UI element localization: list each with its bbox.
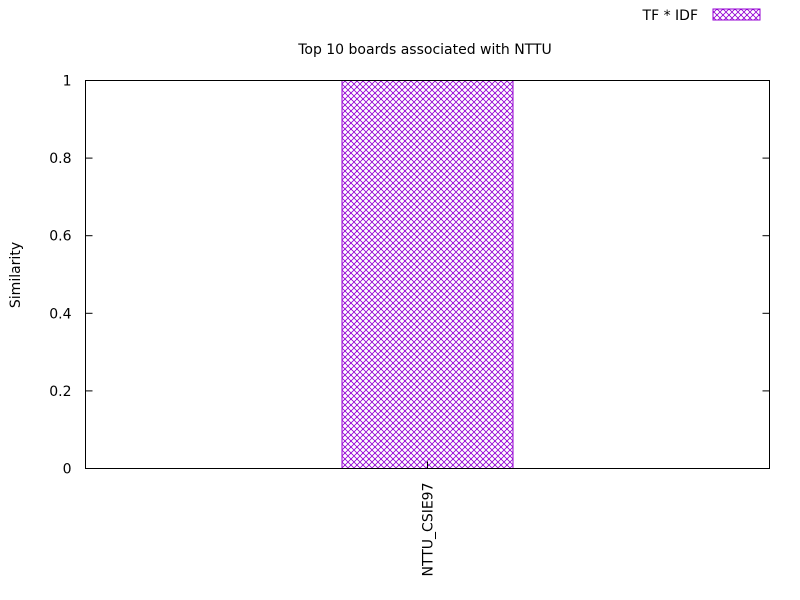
plot-area: 0 0.2 0.4 0.6 0.8 1 NTTU_CSIE97 — [49, 74, 770, 577]
chart-title: Top 10 boards associated with NTTU — [297, 42, 552, 58]
legend-swatch — [712, 8, 761, 21]
y-tick-label: 0 — [63, 462, 72, 478]
y-axis-label: Similarity — [8, 242, 24, 308]
legend-label: TF * IDF — [642, 8, 698, 24]
x-tick-label: NTTU_CSIE97 — [421, 483, 437, 577]
y-tick-label: 0.2 — [49, 384, 71, 400]
legend: TF * IDF — [642, 8, 761, 24]
y-tick-label: 0.6 — [49, 229, 71, 245]
y-tick-label: 1 — [63, 74, 72, 90]
bar-NTTU_CSIE97 — [341, 80, 514, 469]
plot-border — [85, 80, 770, 469]
y-tick-label: 0.4 — [49, 306, 71, 322]
y-tick-label: 0.8 — [49, 151, 71, 167]
